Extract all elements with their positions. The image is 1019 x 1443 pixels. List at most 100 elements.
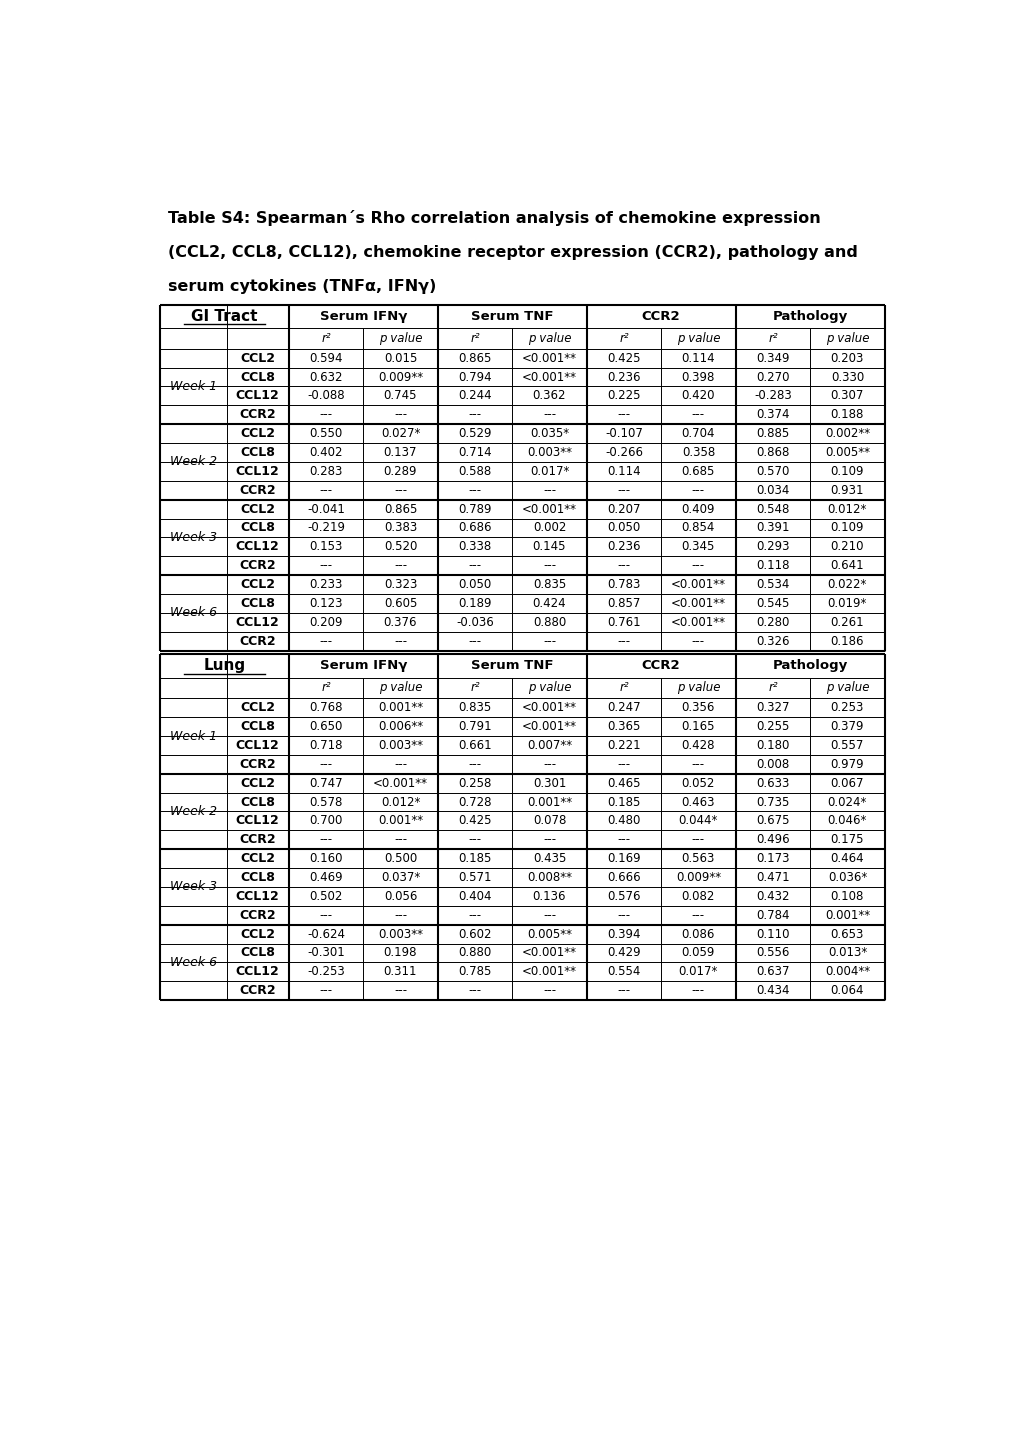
Text: 0.432: 0.432 — [755, 890, 789, 903]
Text: 0.173: 0.173 — [755, 853, 789, 866]
Text: 0.548: 0.548 — [755, 502, 789, 515]
Text: 0.338: 0.338 — [458, 540, 491, 553]
Text: -0.253: -0.253 — [307, 965, 344, 978]
Text: r²: r² — [619, 681, 628, 694]
Text: 0.003**: 0.003** — [527, 446, 572, 459]
Text: 0.209: 0.209 — [309, 616, 342, 629]
Text: -0.041: -0.041 — [307, 502, 344, 515]
Text: 0.463: 0.463 — [681, 795, 714, 808]
Text: Week 2: Week 2 — [169, 805, 217, 818]
Text: CCL12: CCL12 — [235, 616, 279, 629]
Text: 0.001**: 0.001** — [527, 795, 572, 808]
Text: p value: p value — [378, 681, 422, 694]
Text: Week 1: Week 1 — [169, 730, 217, 743]
Text: 0.188: 0.188 — [829, 408, 863, 421]
Text: -0.624: -0.624 — [307, 928, 344, 941]
Text: 0.383: 0.383 — [383, 521, 417, 534]
Text: ---: --- — [542, 560, 555, 573]
Text: 0.391: 0.391 — [755, 521, 789, 534]
Text: -0.219: -0.219 — [307, 521, 344, 534]
Text: CCR2: CCR2 — [239, 635, 276, 648]
Text: 0.013*: 0.013* — [827, 947, 866, 960]
Text: <0.001**: <0.001** — [671, 597, 726, 610]
Text: <0.001**: <0.001** — [522, 720, 577, 733]
Text: ---: --- — [468, 758, 481, 771]
Text: 0.529: 0.529 — [458, 427, 491, 440]
Text: p value: p value — [824, 332, 868, 345]
Text: <0.001**: <0.001** — [522, 701, 577, 714]
Text: Serum TNF: Serum TNF — [471, 310, 553, 323]
Text: <0.001**: <0.001** — [373, 776, 428, 789]
Text: 0.785: 0.785 — [458, 965, 491, 978]
Text: 0.007**: 0.007** — [527, 739, 572, 752]
Text: 0.700: 0.700 — [309, 814, 342, 827]
Text: 0.857: 0.857 — [606, 597, 640, 610]
Text: 0.469: 0.469 — [309, 872, 342, 885]
Text: 0.108: 0.108 — [829, 890, 863, 903]
Text: CCL12: CCL12 — [235, 390, 279, 403]
Text: ---: --- — [616, 984, 630, 997]
Text: 0.362: 0.362 — [532, 390, 566, 403]
Text: 0.404: 0.404 — [458, 890, 491, 903]
Text: Serum IFNγ: Serum IFNγ — [319, 310, 407, 323]
Text: 0.865: 0.865 — [383, 502, 417, 515]
Text: 0.017*: 0.017* — [678, 965, 717, 978]
Text: 0.435: 0.435 — [532, 853, 566, 866]
Text: ---: --- — [542, 909, 555, 922]
Text: CCR2: CCR2 — [641, 310, 680, 323]
Text: ---: --- — [691, 408, 704, 421]
Text: 0.236: 0.236 — [606, 540, 640, 553]
Text: 0.037*: 0.037* — [380, 872, 420, 885]
Text: 0.046*: 0.046* — [827, 814, 866, 827]
Text: -0.301: -0.301 — [307, 947, 344, 960]
Text: 0.424: 0.424 — [532, 597, 566, 610]
Text: ---: --- — [319, 635, 332, 648]
Text: ---: --- — [393, 984, 407, 997]
Text: p value: p value — [527, 681, 571, 694]
Text: 0.283: 0.283 — [309, 465, 342, 478]
Text: 0.005**: 0.005** — [824, 446, 869, 459]
Text: 0.653: 0.653 — [829, 928, 863, 941]
Text: 0.225: 0.225 — [606, 390, 640, 403]
Text: ---: --- — [542, 483, 555, 496]
Text: CCL2: CCL2 — [239, 776, 275, 789]
Text: <0.001**: <0.001** — [522, 371, 577, 384]
Text: ---: --- — [393, 758, 407, 771]
Text: p value: p value — [676, 681, 719, 694]
Text: 0.086: 0.086 — [681, 928, 714, 941]
Text: 0.425: 0.425 — [458, 814, 491, 827]
Text: ---: --- — [542, 408, 555, 421]
Text: ---: --- — [468, 635, 481, 648]
Text: 0.008: 0.008 — [755, 758, 789, 771]
Text: 0.835: 0.835 — [458, 701, 491, 714]
Text: ---: --- — [616, 560, 630, 573]
Text: 0.189: 0.189 — [458, 597, 491, 610]
Text: 0.349: 0.349 — [755, 352, 789, 365]
Text: ---: --- — [616, 408, 630, 421]
Text: r²: r² — [470, 681, 479, 694]
Text: ---: --- — [542, 635, 555, 648]
Text: 0.496: 0.496 — [755, 833, 789, 846]
Text: r²: r² — [619, 332, 628, 345]
Text: Week 3: Week 3 — [169, 531, 217, 544]
Text: 0.006**: 0.006** — [377, 720, 423, 733]
Text: 0.236: 0.236 — [606, 371, 640, 384]
Text: 0.005**: 0.005** — [527, 928, 572, 941]
Text: 0.835: 0.835 — [532, 579, 566, 592]
Text: -0.107: -0.107 — [604, 427, 642, 440]
Text: 0.685: 0.685 — [681, 465, 714, 478]
Text: CCL2: CCL2 — [239, 701, 275, 714]
Text: 0.434: 0.434 — [755, 984, 789, 997]
Text: 0.301: 0.301 — [532, 776, 566, 789]
Text: ---: --- — [393, 909, 407, 922]
Text: CCL2: CCL2 — [239, 928, 275, 941]
Text: -0.266: -0.266 — [604, 446, 642, 459]
Text: 0.605: 0.605 — [383, 597, 417, 610]
Text: ---: --- — [468, 909, 481, 922]
Text: 0.637: 0.637 — [755, 965, 789, 978]
Text: ---: --- — [616, 483, 630, 496]
Text: 0.465: 0.465 — [606, 776, 640, 789]
Text: 0.880: 0.880 — [458, 947, 491, 960]
Text: CCL2: CCL2 — [239, 502, 275, 515]
Text: 0.594: 0.594 — [309, 352, 342, 365]
